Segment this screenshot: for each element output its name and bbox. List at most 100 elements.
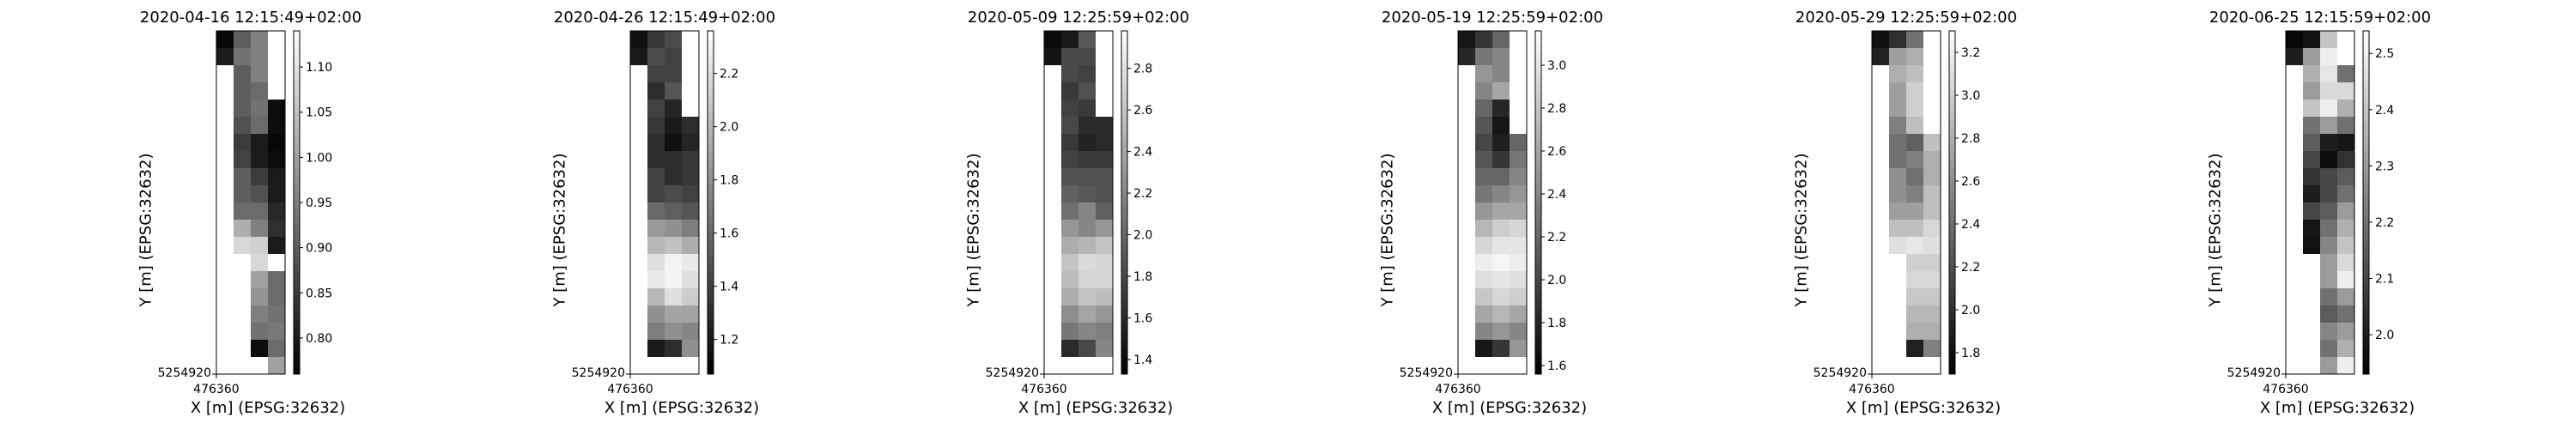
heatmap-cell (268, 168, 285, 185)
heatmap-cell (1492, 100, 1510, 117)
heatmap-cell (665, 185, 682, 202)
heatmap-cell (682, 305, 699, 323)
heatmap-cell (682, 323, 699, 340)
colorbar-tick-label: 1.8 (1133, 270, 1152, 284)
heatmap-cell (2337, 65, 2354, 82)
heatmap-cell (1872, 48, 1889, 65)
heatmap-cell (1078, 305, 1096, 323)
heatmap-cell (1475, 220, 1492, 237)
colorbar-tick-label: 2.6 (1961, 175, 1980, 189)
heatmap-cell (630, 31, 647, 48)
heatmap-cell (2337, 202, 2354, 220)
heatmap-cell (665, 65, 682, 82)
heatmap-cell (1923, 134, 1941, 151)
x-axis-label: X [m] (EPSG:32632) (1018, 399, 1174, 417)
heatmap-cell (1061, 323, 1078, 340)
heatmap-cell (665, 271, 682, 288)
heatmap-cell (647, 48, 665, 65)
heatmap-cell (665, 168, 682, 185)
heatmap-cell (251, 31, 268, 48)
heatmap-cell (1475, 323, 1492, 340)
heatmap-cell (1078, 168, 1096, 185)
heatmap-cell (2337, 254, 2354, 271)
heatmap-plot: 1.2 1.4 1.6 1.8 2.0 2.2 (626, 30, 738, 378)
colorbar-tick-label: 1.8 (1961, 347, 1980, 360)
heatmap-cell (1475, 185, 1492, 202)
x-axis-label: X [m] (EPSG:32632) (190, 399, 346, 417)
heatmap-cell (251, 271, 268, 288)
heatmap-cell (1889, 185, 1906, 202)
heatmap-cell (2337, 271, 2354, 288)
colorbar-tick-label: 2.2 (2375, 216, 2394, 230)
heatmap-cell (1492, 220, 1510, 237)
axes-frame (1043, 30, 1114, 375)
heatmap-cell (2320, 168, 2337, 185)
colorbar-tick-label: 3.2 (1961, 46, 1980, 60)
heatmap-cell (2303, 65, 2320, 82)
heatmap-cell (268, 100, 285, 117)
heatmap-cell (2320, 288, 2337, 305)
heatmap-cell (2320, 202, 2337, 220)
heatmap-cell (1096, 340, 1113, 357)
heatmap-cell (1061, 202, 1078, 220)
heatmap-cell (1510, 340, 1527, 357)
heatmap-cell (234, 65, 251, 82)
heatmap-cell (268, 357, 285, 374)
heatmap-cell (1510, 237, 1527, 254)
colorbar-tick-label: 1.00 (306, 151, 332, 165)
x-axis-label: X [m] (EPSG:32632) (1845, 399, 2002, 417)
heatmap-cell (682, 151, 699, 168)
heatmap-cell (1061, 134, 1078, 151)
colorbar-tick-label: 2.2 (1547, 231, 1566, 245)
heatmap-cell (2320, 65, 2337, 82)
heatmap-cell (1906, 82, 1923, 100)
colorbar-tick-label: 0.85 (306, 287, 332, 300)
heatmap-cell (2303, 82, 2320, 100)
heatmap-cell (2337, 237, 2354, 254)
heatmap-cell (251, 100, 268, 117)
axes-frame (2285, 30, 2355, 375)
heatmap-cell (1475, 151, 1492, 168)
heatmap-cell (1906, 305, 1923, 323)
heatmap-cell (1078, 237, 1096, 254)
heatmap-cell (1078, 323, 1096, 340)
colorbar-tick-label: 1.10 (306, 61, 332, 75)
chart-title: 2020-06-25 12:15:59+02:00 (2208, 9, 2432, 27)
heatmap-cell (2320, 151, 2337, 168)
heatmap-cell (2337, 168, 2354, 185)
chart-panel: 2020-06-25 12:15:59+02:00 Y [m] (EPSG:326… (2069, 0, 2499, 429)
colorbar-tick-label: 2.4 (1961, 218, 1980, 232)
heatmap-cell (1906, 31, 1923, 48)
heatmap-cell (1078, 185, 1096, 202)
colorbar-tick-label: 2.4 (2375, 104, 2394, 118)
colorbar-tick-label: 2.8 (1547, 102, 1566, 116)
heatmap-cell (1096, 185, 1113, 202)
heatmap-cell (1923, 220, 1941, 237)
axes-frame (216, 30, 286, 375)
heatmap-cell (1078, 202, 1096, 220)
heatmap-cell (1458, 48, 1475, 65)
heatmap-cell (1096, 305, 1113, 323)
heatmap-cell (234, 117, 251, 134)
heatmap-cell (682, 271, 699, 288)
x-tick-label: 476360 (1435, 383, 1481, 396)
heatmap-cell (268, 288, 285, 305)
heatmap-cell (647, 100, 665, 117)
heatmap-cell (1510, 323, 1527, 340)
heatmap-cell (647, 65, 665, 82)
heatmap-cell (1475, 82, 1492, 100)
heatmap-cell (1906, 220, 1923, 237)
heatmap-cell (1475, 340, 1492, 357)
heatmap-cell (2303, 237, 2320, 254)
heatmap-cell (1889, 65, 1906, 82)
heatmap-cell (251, 134, 268, 151)
heatmap-cell (682, 254, 699, 271)
chart-panel: 2020-05-29 12:25:59+02:00 Y [m] (EPSG:326… (1656, 0, 2085, 429)
heatmap-cell (1492, 305, 1510, 323)
heatmap-cell (1475, 168, 1492, 185)
heatmap-cell (1492, 271, 1510, 288)
heatmap-cell (1906, 134, 1923, 151)
y-tick-label: 5254920 (985, 366, 1039, 380)
heatmap-cell (1906, 202, 1923, 220)
colorbar-tick-label: 2.8 (1133, 63, 1152, 76)
